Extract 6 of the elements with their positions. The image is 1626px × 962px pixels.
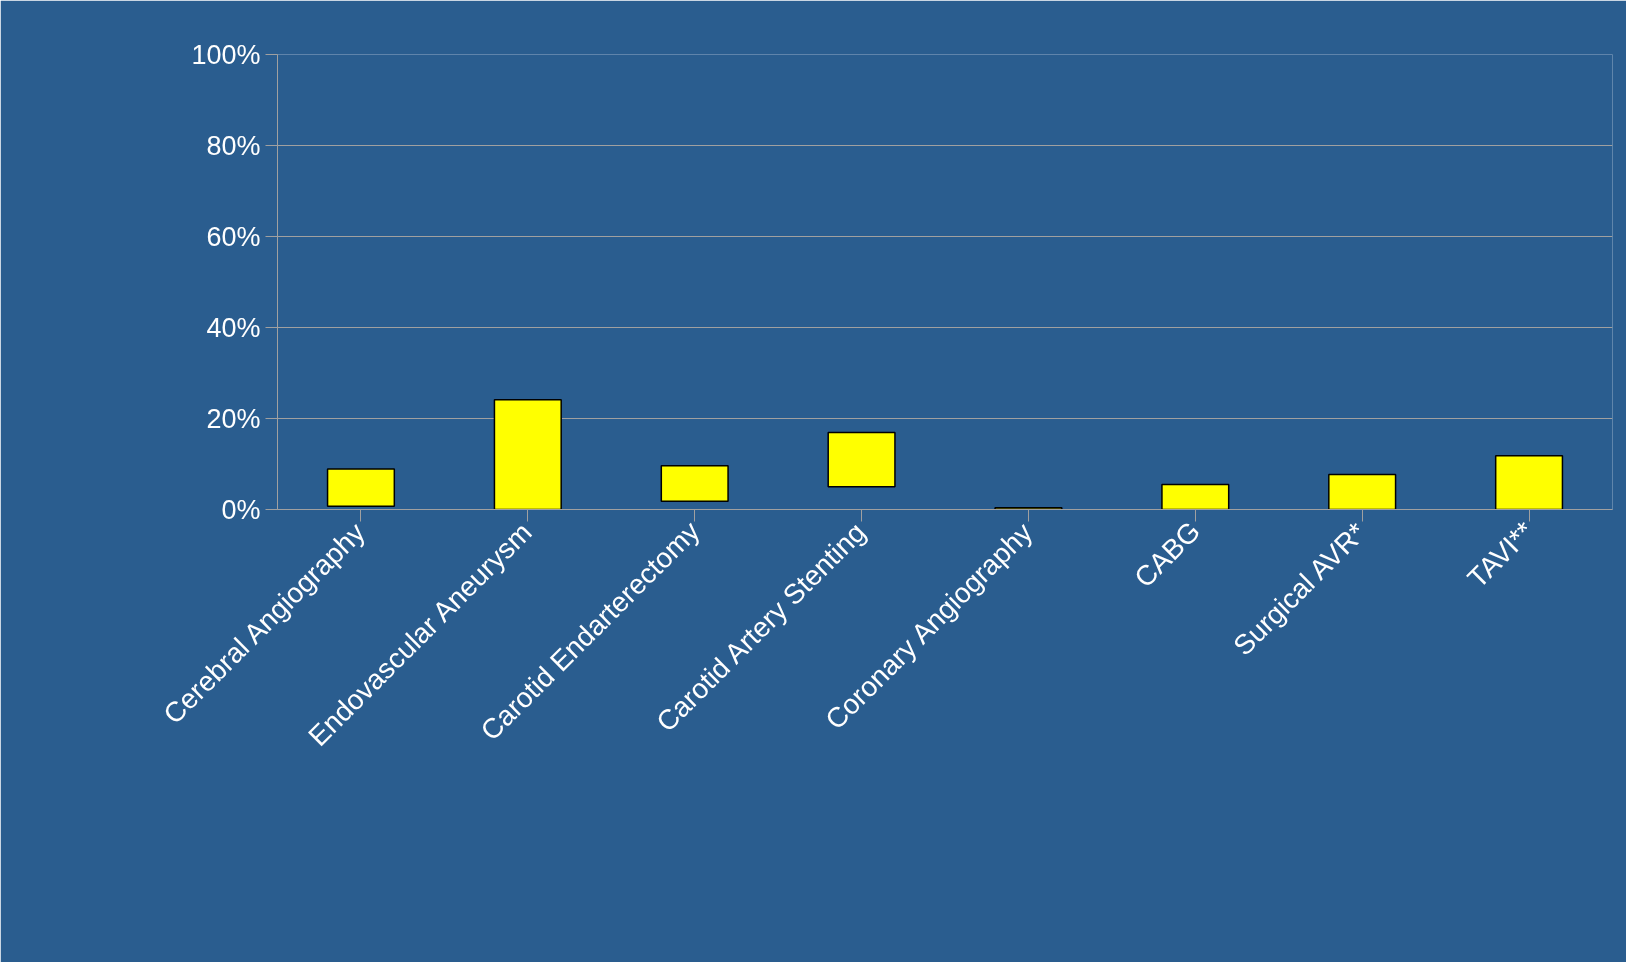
y-tick-label: 20% <box>206 403 261 434</box>
y-tick-label: 0% <box>221 494 261 525</box>
y-tick-label: 100% <box>191 39 261 70</box>
y-tick-label: 40% <box>206 312 261 343</box>
y-tick-label: 60% <box>206 221 261 252</box>
y-tick-label: 80% <box>206 130 261 161</box>
